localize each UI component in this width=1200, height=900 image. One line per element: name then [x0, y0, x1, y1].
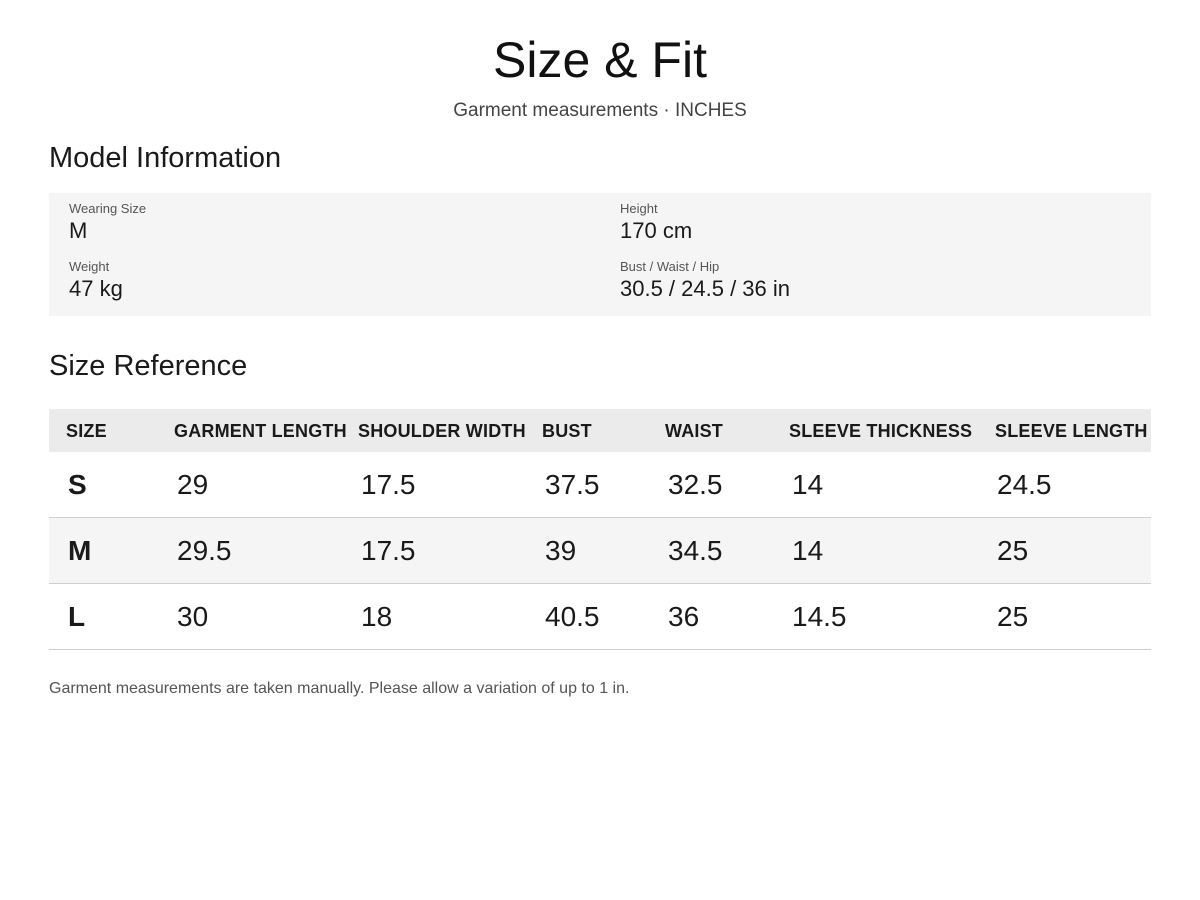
model-field-wearing-size: Wearing Size M: [69, 201, 146, 244]
column-header-shoulder-width: SHOULDER WIDTH: [358, 421, 526, 441]
column-header-sleeve-length: SLEEVE LENGTH: [995, 421, 1148, 441]
page-title: Size & Fit: [493, 32, 707, 88]
measurement-disclaimer: Garment measurements are taken manually.…: [49, 680, 630, 697]
cell-waist: 32.5: [668, 469, 723, 500]
cell-shoulder-width: 17.5: [361, 535, 416, 566]
model-field-label: Height: [620, 201, 658, 216]
cell-garment-length: 29: [177, 469, 209, 500]
model-information-panel: Wearing Size M Height 170 cm Weight 47 k…: [49, 193, 1151, 316]
column-header-sleeve-thickness: SLEEVE THICKNESS: [789, 421, 973, 441]
model-field-measurements: Bust / Waist / Hip 30.5 / 24.5 / 36 in: [620, 259, 790, 302]
cell-sleeve-length: 25: [997, 535, 1029, 566]
cell-size: L: [68, 601, 86, 632]
cell-shoulder-width: 18: [361, 601, 393, 632]
size-reference-heading: Size Reference: [49, 350, 248, 382]
cell-sleeve-thickness: 14.5: [792, 601, 847, 632]
cell-waist: 34.5: [668, 535, 723, 566]
model-field-value: 47 kg: [69, 276, 123, 301]
cell-size: S: [68, 469, 87, 500]
cell-garment-length: 29.5: [177, 535, 232, 566]
model-field-label: Weight: [69, 259, 110, 274]
column-header-waist: WAIST: [665, 421, 723, 441]
cell-sleeve-thickness: 14: [792, 535, 824, 566]
model-field-label: Wearing Size: [69, 201, 147, 216]
table-header-row: SIZE GARMENT LENGTH SHOULDER WIDTH BUST …: [49, 409, 1151, 452]
cell-waist: 36: [668, 601, 700, 632]
model-field-weight: Weight 47 kg: [69, 259, 123, 302]
column-header-bust: BUST: [542, 421, 592, 441]
cell-shoulder-width: 17.5: [361, 469, 416, 500]
column-header-size: SIZE: [66, 421, 107, 441]
size-reference-table: SIZE GARMENT LENGTH SHOULDER WIDTH BUST …: [49, 409, 1151, 650]
cell-garment-length: 30: [177, 601, 209, 632]
table-row: S 29 17.5 37.5 32.5 14 24.5: [49, 452, 1151, 518]
cell-bust: 37.5: [545, 469, 600, 500]
model-field-height: Height 170 cm: [620, 201, 692, 244]
model-field-value: M: [69, 218, 88, 243]
model-field-value: 170 cm: [620, 218, 693, 243]
cell-bust: 39: [545, 535, 577, 566]
model-field-value: 30.5 / 24.5 / 36 in: [620, 276, 791, 301]
cell-sleeve-length: 24.5: [997, 469, 1052, 500]
table-row: M 29.5 17.5 39 34.5 14 25: [49, 518, 1151, 584]
cell-sleeve-thickness: 14: [792, 469, 824, 500]
cell-sleeve-length: 25: [997, 601, 1029, 632]
cell-bust: 40.5: [545, 601, 600, 632]
column-header-garment-length: GARMENT LENGTH: [174, 421, 347, 441]
page-subtitle: Garment measurements · INCHES: [453, 100, 747, 121]
model-field-label: Bust / Waist / Hip: [620, 259, 720, 274]
model-information-heading: Model Information: [49, 142, 282, 174]
cell-size: M: [68, 535, 92, 566]
table-row: L 30 18 40.5 36 14.5 25: [49, 584, 1151, 650]
